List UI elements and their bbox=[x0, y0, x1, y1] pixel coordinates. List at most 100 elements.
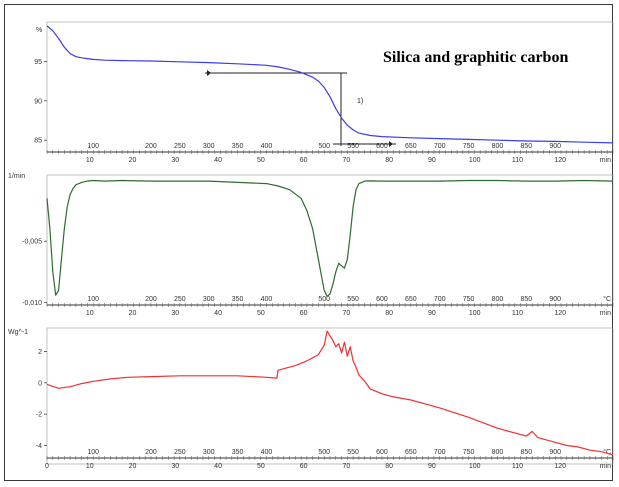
time-tick-label: 40 bbox=[214, 463, 222, 470]
temp-tick-label: 650 bbox=[405, 449, 417, 456]
temp-tick-label: 900 bbox=[549, 296, 561, 303]
temp-tick-label: 900 bbox=[549, 449, 561, 456]
plot-area-dtg bbox=[46, 174, 614, 306]
plot-area-tga bbox=[46, 21, 614, 153]
temp-tick-label: 700 bbox=[434, 449, 446, 456]
tga-series bbox=[46, 25, 614, 144]
temp-tick-label: 600 bbox=[376, 449, 388, 456]
dsc-ylabel: Wg^-1 bbox=[8, 329, 28, 336]
time-tick-label: 60 bbox=[300, 310, 308, 317]
temp-tick-label: 200 bbox=[145, 143, 157, 150]
time-tick-label: 120 bbox=[554, 463, 566, 470]
y-tick-label: 90 bbox=[34, 98, 42, 105]
time-tick-label: 40 bbox=[214, 157, 222, 164]
time-tick-label: 50 bbox=[257, 157, 265, 164]
temp-tick-label: 400 bbox=[261, 449, 273, 456]
time-tick-label: 60 bbox=[300, 157, 308, 164]
time-tick-label: 80 bbox=[385, 463, 393, 470]
temp-tick-label: 750 bbox=[463, 143, 475, 150]
time-tick-label: 50 bbox=[257, 310, 265, 317]
temp-tick-label: 100 bbox=[87, 143, 99, 150]
time-tick-label: 20 bbox=[129, 310, 137, 317]
tga-y-ticks: 85 90 95 bbox=[34, 59, 47, 145]
y-tick-label: 95 bbox=[34, 59, 42, 66]
panel-dsc: Wg^-1 20-2-4 100 200 250 300 350 400 500 550 600… bbox=[8, 327, 614, 470]
temp-tick-label: 850 bbox=[521, 296, 533, 303]
y-tick-label: 2 bbox=[38, 349, 42, 356]
temp-tick-label: 800 bbox=[492, 296, 504, 303]
temp-tick-label: 350 bbox=[232, 449, 244, 456]
tga-x-axis: 100 200 250 300 350 400 500 550 600 650 700 750 800 8… bbox=[46, 143, 614, 164]
time-tick-label: 90 bbox=[428, 463, 436, 470]
temp-tick-label: 800 bbox=[492, 449, 504, 456]
time-tick-label: 70 bbox=[342, 463, 350, 470]
time-tick-label: 100 bbox=[469, 463, 481, 470]
time-tick-label: 100 bbox=[469, 310, 481, 317]
dsc-x-axis: 100 200 250 300 350 400 500 550 600 650 700 750 800 8… bbox=[45, 448, 614, 470]
dtg-ylabel: 1/min bbox=[8, 173, 25, 180]
y-tick-label: 85 bbox=[34, 138, 42, 145]
temp-unit-label: °C bbox=[603, 295, 611, 303]
dtg-y-ticks: -0,005 -0,010 bbox=[22, 239, 47, 307]
time-tick-label: 110 bbox=[512, 463, 523, 470]
temp-tick-label: 350 bbox=[232, 143, 244, 150]
annotation-marker-start bbox=[207, 70, 211, 76]
temp-tick-label: 700 bbox=[434, 143, 446, 150]
temp-tick-label: 400 bbox=[261, 296, 273, 303]
temp-tick-label: 750 bbox=[463, 449, 475, 456]
temp-unit-label: °C bbox=[603, 448, 611, 456]
time-tick-label: 120 bbox=[554, 157, 566, 164]
temp-tick-label: 500 bbox=[318, 449, 330, 456]
temp-tick-label: 400 bbox=[261, 143, 273, 150]
temp-tick-label: 650 bbox=[405, 143, 417, 150]
temp-tick-label: 750 bbox=[463, 296, 475, 303]
time-tick-label: 90 bbox=[428, 310, 436, 317]
chart-title: Silica and graphitic carbon bbox=[383, 49, 568, 66]
temp-tick-label: 300 bbox=[203, 449, 215, 456]
time-tick-label: 10 bbox=[86, 463, 94, 470]
temp-tick-label: 600 bbox=[376, 296, 388, 303]
temp-tick-label: 200 bbox=[145, 449, 157, 456]
time-tick-label: 20 bbox=[129, 463, 137, 470]
time-tick-label: 80 bbox=[385, 157, 393, 164]
temp-tick-label: 550 bbox=[347, 449, 359, 456]
tga-ylabel: % bbox=[36, 27, 42, 34]
temp-tick-label: 550 bbox=[347, 143, 359, 150]
temp-tick-label: 800 bbox=[492, 143, 504, 150]
dsc-series bbox=[46, 330, 614, 456]
time-tick-label: 70 bbox=[342, 310, 350, 317]
y-tick-label: 0 bbox=[38, 380, 42, 387]
temp-tick-label: 100 bbox=[87, 296, 99, 303]
time-tick-label: 20 bbox=[129, 157, 137, 164]
dsc-y-ticks: 2 0 -2 -4 bbox=[36, 349, 47, 450]
temp-tick-label: 700 bbox=[434, 296, 446, 303]
temp-tick-label: 850 bbox=[521, 143, 533, 150]
series-line bbox=[46, 330, 614, 456]
time-tick-label: 110 bbox=[512, 310, 523, 317]
time-tick-label: 30 bbox=[171, 310, 179, 317]
y-tick-label: -4 bbox=[36, 443, 42, 450]
time-tick-label: 50 bbox=[257, 463, 265, 470]
panel-tga: % Silica and graphitic carbon 85 90 95 100… bbox=[34, 21, 614, 164]
temp-tick-label: 650 bbox=[405, 296, 417, 303]
time-tick-label: 30 bbox=[171, 157, 179, 164]
temp-tick-label: 250 bbox=[174, 143, 186, 150]
temp-tick-label: 550 bbox=[347, 296, 359, 303]
time-tick-label: 10 bbox=[86, 157, 94, 164]
annotation-label: 1) bbox=[357, 98, 363, 105]
time-tick-label: 60 bbox=[300, 463, 308, 470]
time-unit-label: min bbox=[600, 157, 611, 164]
temp-tick-label: 500 bbox=[318, 143, 330, 150]
chart-frame bbox=[4, 4, 613, 481]
temp-tick-label: 500 bbox=[318, 296, 330, 303]
temp-tick-label: 250 bbox=[174, 449, 186, 456]
time-tick-label: 70 bbox=[342, 157, 350, 164]
temp-tick-label: 850 bbox=[521, 449, 533, 456]
y-tick-label: -2 bbox=[36, 412, 42, 419]
temp-tick-label: 300 bbox=[203, 296, 215, 303]
plot-area-dsc bbox=[46, 327, 614, 465]
time-tick-label: 110 bbox=[512, 157, 523, 164]
temp-tick-label: 100 bbox=[87, 449, 99, 456]
temp-tick-label: 300 bbox=[203, 143, 215, 150]
y-tick-label: -0,010 bbox=[22, 300, 42, 307]
